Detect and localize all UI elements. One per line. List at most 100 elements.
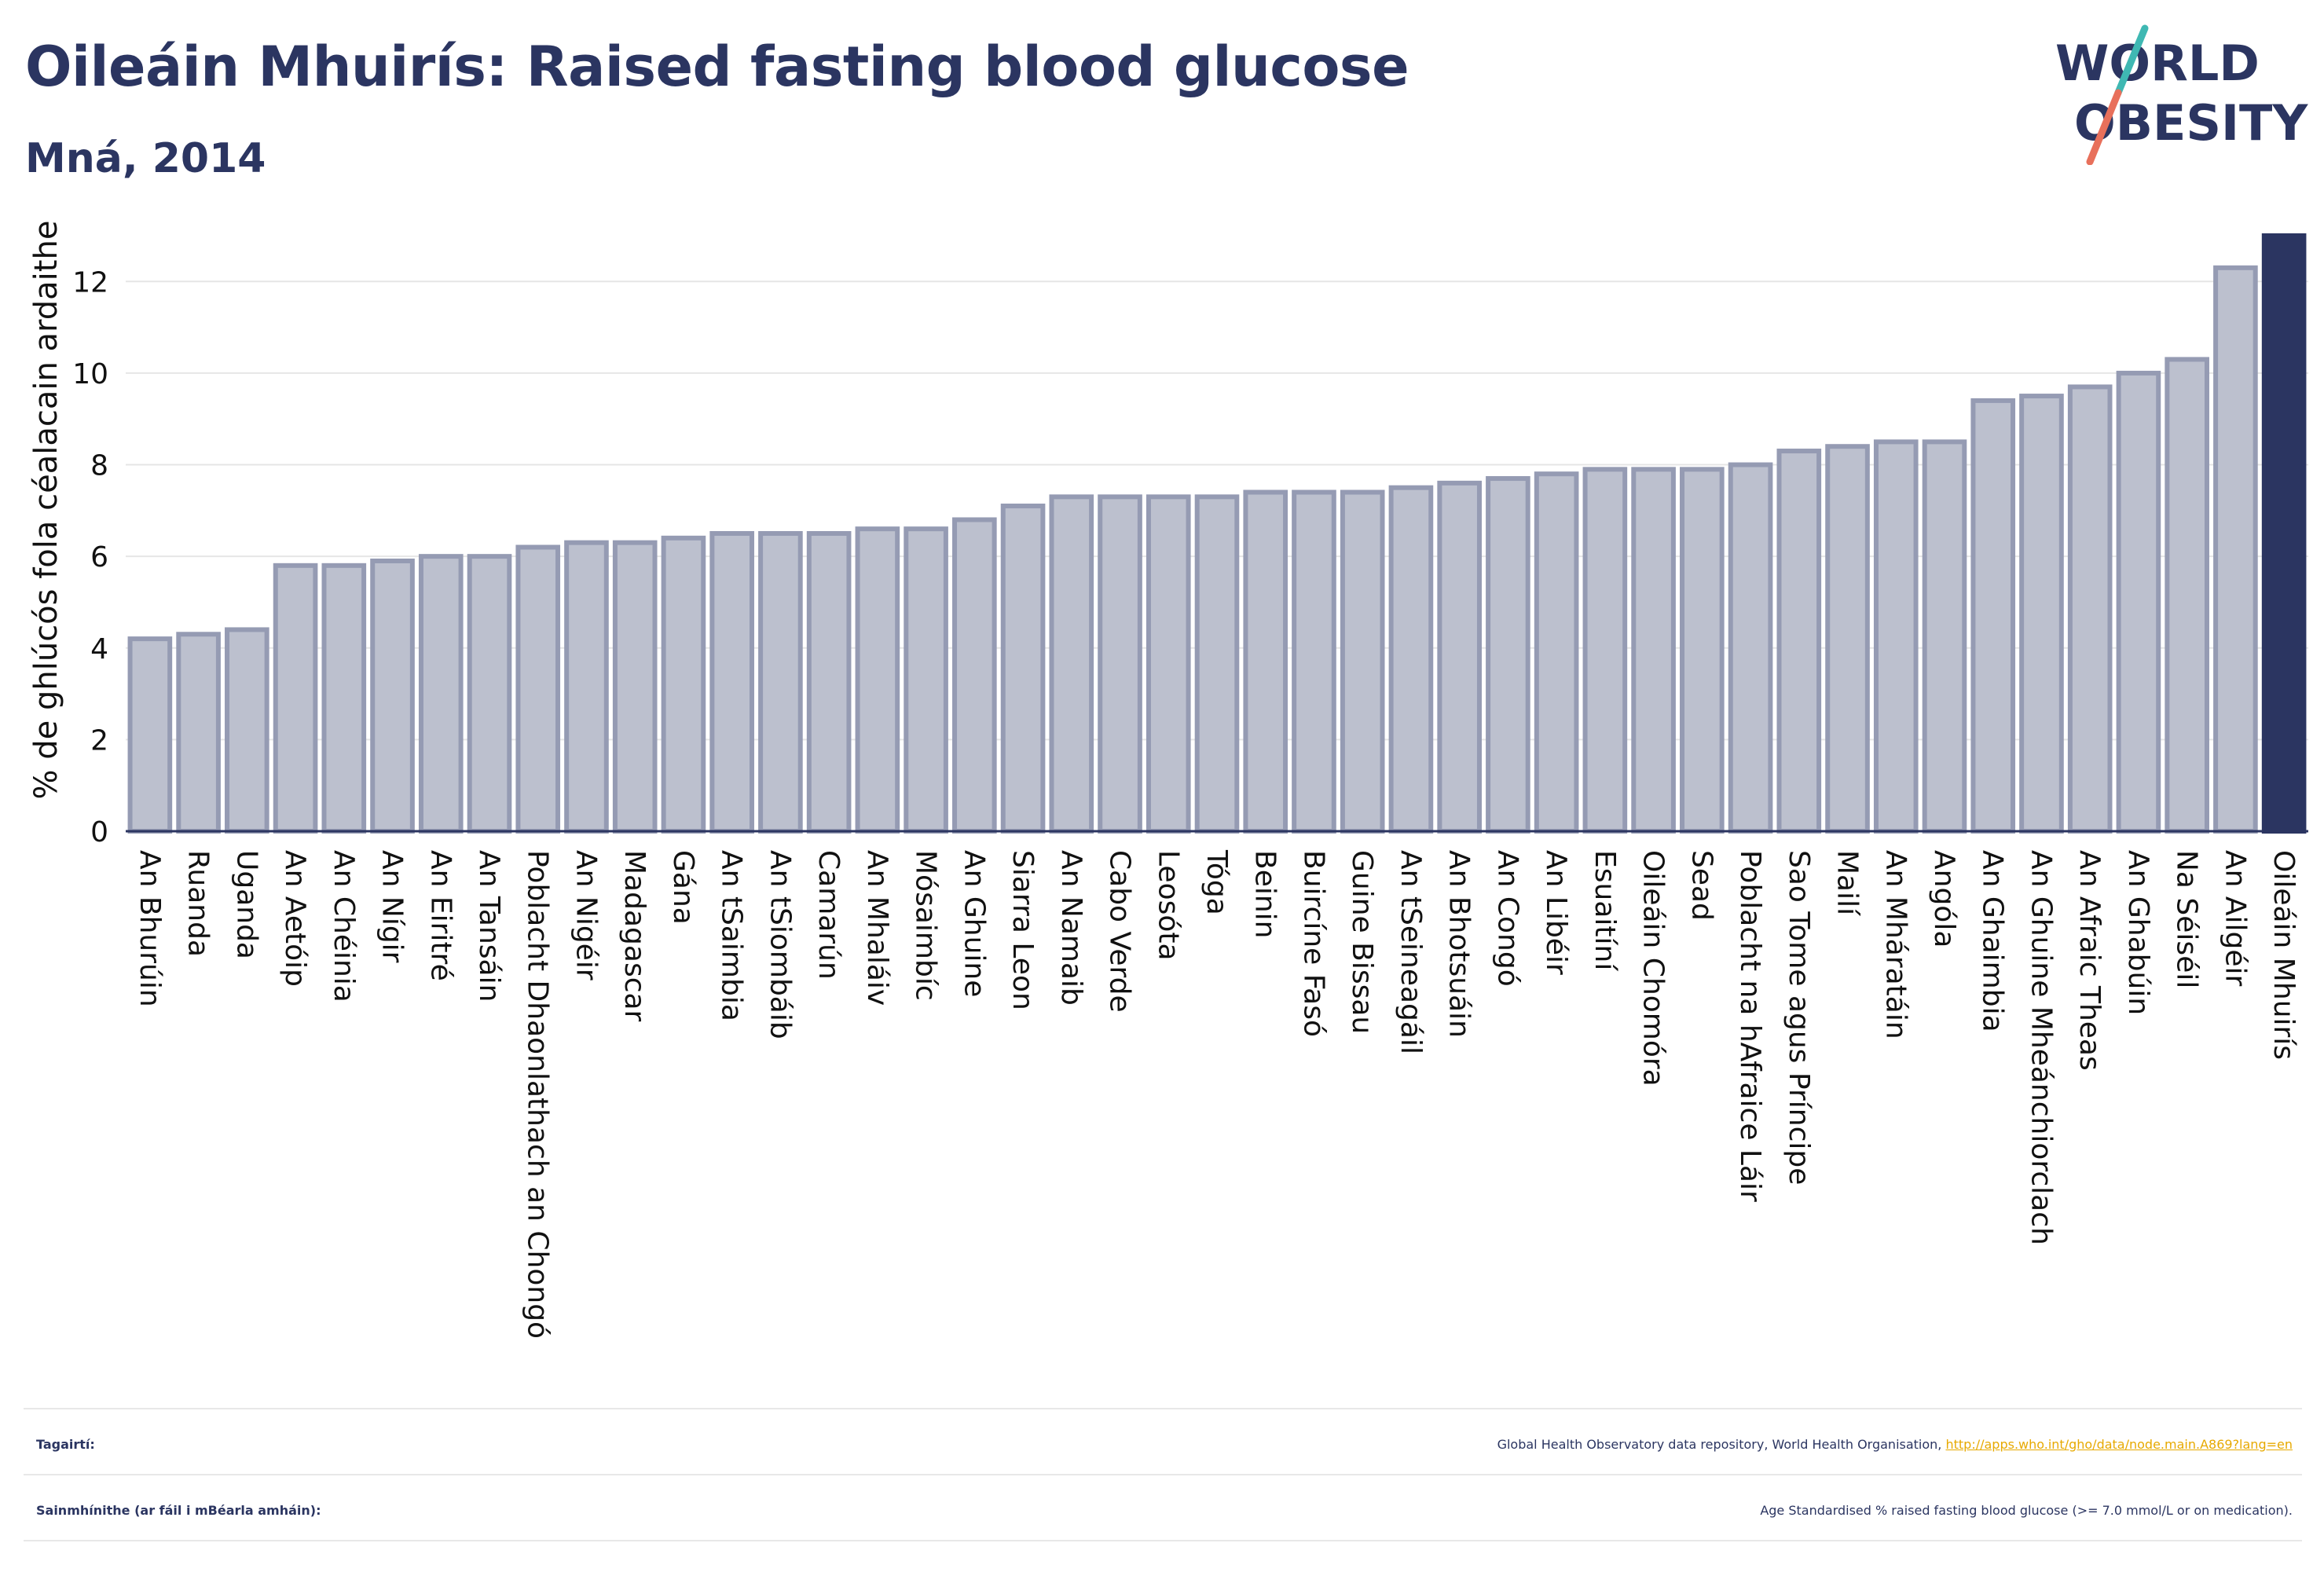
bar <box>612 540 658 834</box>
bar <box>661 535 706 834</box>
bar <box>273 563 318 834</box>
bar <box>1486 476 1530 834</box>
bar <box>1970 398 2016 834</box>
bar <box>225 627 269 834</box>
bar <box>1000 504 1046 834</box>
x-tick-label: An Eiritré <box>424 850 456 981</box>
page-title: Oileáin Mhuirís: Raised fasting blood gl… <box>25 35 1409 99</box>
bar <box>1292 489 1336 834</box>
x-tick-label: Beinin <box>1249 850 1281 938</box>
x-tick-label: An Nigéir <box>570 850 602 980</box>
bar <box>2067 384 2113 834</box>
bar <box>709 531 754 834</box>
x-tick-label: Mailí <box>1831 850 1864 916</box>
bar <box>2261 233 2307 834</box>
x-tick-label: Guine Bissau <box>1346 850 1378 1034</box>
bar <box>1825 444 1870 834</box>
x-tick-label: An Tansáin <box>473 850 505 1002</box>
x-tick-label: An Ghuine Mheánchiorclach <box>2025 850 2057 1245</box>
bar <box>855 526 900 834</box>
bar <box>2165 357 2209 834</box>
x-tick-label: An Chéinia <box>328 850 360 1002</box>
x-tick-label: Gána <box>667 850 699 925</box>
x-tick-label: An tSaimbia <box>716 850 748 1021</box>
x-tick-label: An tSeineagáil <box>1395 850 1427 1054</box>
x-tick-label: Buircíne Fasó <box>1297 850 1329 1037</box>
bar <box>321 563 367 834</box>
bar <box>1194 494 1240 834</box>
y-axis-label: % de ghlúcós fola céalacain ardaithe <box>28 221 64 800</box>
definitions-row: Sainmhínithe (ar fáil i mBéarla amháin):… <box>24 1479 2302 1541</box>
x-tick-label: Uganda <box>230 850 262 959</box>
x-tick-label: An Ghabúin <box>2122 850 2154 1015</box>
bar <box>1776 449 1822 834</box>
logo-line1: WORLD <box>2055 35 2260 92</box>
x-tick-label: An Bhotsuáin <box>1443 850 1475 1038</box>
bar <box>370 558 415 834</box>
x-tick-label: Camarún <box>812 850 845 980</box>
footer-divider-bottom <box>24 1540 2302 1541</box>
x-tick-label: An Bhurúin <box>134 850 166 1007</box>
bar <box>1437 480 1482 834</box>
references-text: Global Health Observatory data repositor… <box>1497 1436 1946 1452</box>
x-tick-label: Sead <box>1685 850 1717 921</box>
x-tick-label: Esuaitíní <box>1589 850 1621 971</box>
definitions-label: Sainmhínithe (ar fáil i mBéarla amháin): <box>36 1502 321 1518</box>
x-tick-label: Poblacht na hAfraice Láir <box>1734 850 1766 1202</box>
references-link[interactable]: http://apps.who.int/gho/data/node.main.A… <box>1945 1436 2293 1452</box>
y-tick-label: 10 <box>72 358 108 390</box>
bar <box>1680 467 1725 834</box>
logo-teal-slash <box>2114 24 2149 97</box>
bar <box>1534 471 1579 834</box>
y-tick-label: 4 <box>90 633 108 665</box>
x-tick-label: An Mhaláiv <box>861 850 893 1006</box>
x-tick-label: An Ghuine <box>958 850 990 997</box>
references-value: Global Health Observatory data repositor… <box>1497 1437 2302 1452</box>
x-tick-label: An Libéir <box>1540 850 1572 975</box>
x-tick-label: Madagascar <box>618 850 651 1022</box>
definitions-value: Age Standardised % raised fasting blood … <box>1760 1502 2293 1518</box>
y-tick-label: 12 <box>72 266 108 299</box>
x-tick-label: An tSiombáib <box>764 850 796 1039</box>
bar <box>1388 485 1434 834</box>
bar <box>467 554 512 834</box>
x-tick-label: Ruanda <box>182 850 214 957</box>
bar <box>1922 439 1967 834</box>
x-tick-label: Leosóta <box>1152 850 1184 961</box>
bar <box>564 540 609 834</box>
logo-coral-slash <box>2086 89 2122 165</box>
bar <box>758 531 803 834</box>
bar <box>176 632 221 834</box>
references-row: Tagairtí: Global Health Observatory data… <box>24 1413 2302 1475</box>
x-tick-label: Oileáin Mhuirís <box>2267 850 2300 1060</box>
x-tick-label: Na Séiséil <box>2171 850 2203 988</box>
bar <box>1631 467 1676 834</box>
footer-divider-mid <box>24 1474 2302 1475</box>
x-tick-label: An Nígir <box>376 850 409 963</box>
bar <box>904 526 948 834</box>
bar <box>1728 462 1773 834</box>
bar <box>1243 489 1288 834</box>
bar <box>1873 439 1919 834</box>
x-tick-label: An Namaib <box>1055 850 1087 1006</box>
y-tick-label: 8 <box>90 450 108 482</box>
bar <box>1049 494 1094 834</box>
x-tick-label: Angóla <box>1928 850 1960 947</box>
world-obesity-logo: WORLD OBESITY <box>2055 24 2308 165</box>
bar <box>515 544 561 834</box>
bar <box>2116 370 2161 834</box>
footer-divider-top <box>24 1408 2302 1409</box>
bar-chart: 0 2 4 6 8 10 12% de ghlúcós fola céalacain ard… <box>28 221 2308 1339</box>
references-label: Tagairtí: <box>36 1436 95 1452</box>
x-tick-label: An Afraic Theas <box>2073 850 2106 1071</box>
bar <box>1582 467 1628 834</box>
x-tick-label: An Ghaimbia <box>1977 850 2009 1032</box>
x-tick-label: Oileáin Chomóra <box>1637 850 1670 1087</box>
x-tick-label: An Aetóip <box>279 850 311 987</box>
y-tick-label: 6 <box>90 541 108 574</box>
bar <box>952 517 997 834</box>
bar <box>2019 394 2064 834</box>
x-tick-label: An Mháratáin <box>1879 850 1912 1039</box>
bar <box>1340 489 1385 834</box>
bar <box>127 636 173 834</box>
